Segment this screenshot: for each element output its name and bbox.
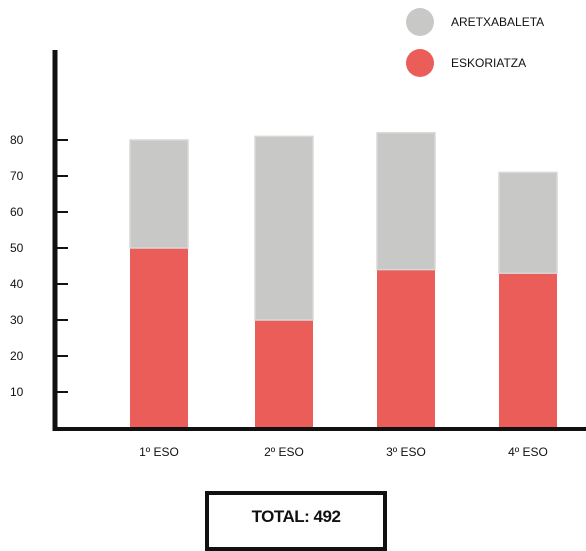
bar-eskoriatza-2 xyxy=(255,320,313,428)
legend-swatch-eskoriatza xyxy=(406,49,434,77)
bar-aretxabaleta-3 xyxy=(376,132,436,271)
y-tick-label-20: 20 xyxy=(10,349,24,363)
bar-eskoriatza-1 xyxy=(130,248,188,428)
legend-label-aretxabaleta: ARETXABALETA xyxy=(451,15,544,29)
x-label-1: 1º ESO xyxy=(139,445,179,459)
x-label-4: 4º ESO xyxy=(508,445,548,459)
y-tick-label-70: 70 xyxy=(10,169,24,183)
y-tick-label-80: 80 xyxy=(10,133,24,147)
y-tick-label-50: 50 xyxy=(10,241,24,255)
bar-eskoriatza-3 xyxy=(377,269,435,428)
x-labels: 1º ESO 2º ESO 3º ESO 4º ESO xyxy=(139,445,548,459)
y-tick-label-10: 10 xyxy=(10,385,24,399)
x-label-3: 3º ESO xyxy=(386,445,426,459)
axes xyxy=(52,50,586,431)
legend-swatch-aretxabaleta xyxy=(406,8,434,36)
total-label: TOTAL: 492 xyxy=(251,507,341,526)
total-box: TOTAL: 492 xyxy=(205,491,387,551)
bar-aretxabaleta-4 xyxy=(498,171,558,274)
bars xyxy=(129,132,558,428)
y-tick-label-30: 30 xyxy=(10,313,24,327)
legend: ARETXABALETA ESKORIATZA xyxy=(406,8,544,77)
y-ticks: 10 20 30 40 50 60 70 80 xyxy=(10,133,68,399)
x-label-2: 2º ESO xyxy=(264,445,304,459)
y-tick-label-60: 60 xyxy=(10,205,24,219)
legend-label-eskoriatza: ESKORIATZA xyxy=(451,56,526,70)
bar-aretxabaleta-1 xyxy=(129,139,189,249)
bar-eskoriatza-4 xyxy=(499,273,557,428)
bar-aretxabaleta-2 xyxy=(254,135,314,321)
y-tick-label-40: 40 xyxy=(10,277,24,291)
